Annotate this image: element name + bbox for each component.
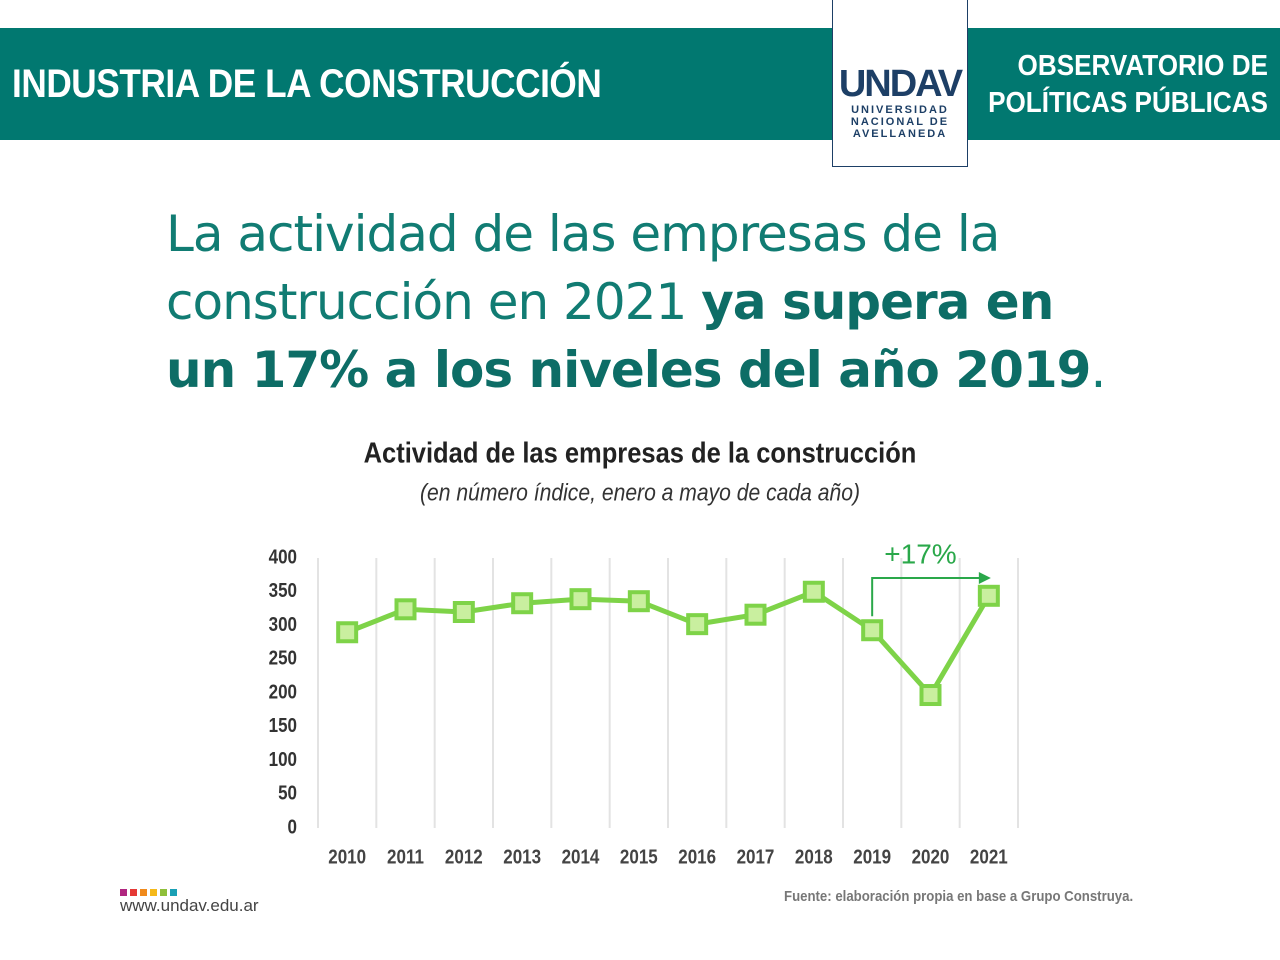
headline: La actividad de las empresas de la const… bbox=[166, 200, 1126, 404]
headline-text: La actividad de las empresas de la const… bbox=[166, 205, 1000, 331]
header-right-line: OBSERVATORIO DE bbox=[1017, 50, 1268, 82]
annotation-arrowhead bbox=[978, 572, 991, 584]
x-tick-label: 2021 bbox=[970, 845, 1008, 868]
footer-source: Fuente: elaboración propia en base a Gru… bbox=[784, 888, 1134, 905]
point-marker bbox=[511, 592, 534, 615]
header-right-line: POLÍTICAS PÚBLICAS bbox=[988, 87, 1268, 119]
point-marker bbox=[394, 598, 417, 621]
logo: UNDAV UNIVERSIDAD NACIONAL DE AVELLANEDA bbox=[832, 0, 968, 167]
point-marker bbox=[977, 584, 1000, 607]
header-title: INDUSTRIA DE LA CONSTRUCCIÓN bbox=[12, 62, 602, 106]
y-tick-label: 200 bbox=[269, 680, 297, 703]
x-tick-label: 2018 bbox=[795, 845, 833, 868]
point-marker bbox=[802, 580, 825, 603]
header-band bbox=[0, 28, 1280, 140]
point-marker bbox=[336, 621, 359, 644]
y-tick-label: 250 bbox=[269, 646, 297, 669]
y-tick-label: 150 bbox=[269, 714, 297, 737]
x-tick-label: 2012 bbox=[445, 845, 483, 868]
point-marker bbox=[861, 619, 884, 642]
color-dots bbox=[120, 883, 180, 901]
annotation: +17% bbox=[884, 538, 956, 569]
point-marker bbox=[744, 603, 767, 626]
x-tick-label: 2016 bbox=[678, 845, 716, 868]
headline-text: . bbox=[1090, 341, 1106, 399]
chart-title: Actividad de las empresas de la construc… bbox=[364, 436, 917, 469]
logo-mark: UNDAV bbox=[838, 63, 963, 105]
x-tick-label: 2020 bbox=[912, 845, 950, 868]
x-tick-label: 2011 bbox=[387, 845, 424, 868]
point-marker bbox=[686, 613, 709, 636]
point-marker bbox=[452, 601, 475, 623]
header-right: OBSERVATORIO DE POLÍTICAS PÚBLICAS bbox=[988, 48, 1268, 122]
y-tick-label: 400 bbox=[269, 545, 297, 568]
x-tick-label: 2015 bbox=[620, 845, 658, 868]
x-tick-label: 2013 bbox=[503, 845, 541, 868]
y-tick-label: 50 bbox=[278, 781, 297, 804]
annotation-arrow bbox=[871, 577, 981, 617]
y-tick-label: 350 bbox=[269, 579, 297, 602]
logo-line: AVELLANEDA bbox=[852, 128, 948, 140]
x-tick-label: 2014 bbox=[562, 845, 600, 868]
headline-bold: ya supera en un 17% a los niveles del añ… bbox=[166, 273, 1091, 399]
point-marker bbox=[919, 684, 942, 707]
x-tick-label: 2017 bbox=[737, 845, 775, 868]
logo-line: NACIONAL DE bbox=[850, 116, 950, 128]
x-tick-label: 2019 bbox=[853, 845, 891, 868]
point-marker bbox=[569, 588, 592, 611]
footer-url: www.undav.edu.ar bbox=[120, 896, 259, 915]
y-tick-label: 100 bbox=[269, 747, 297, 770]
x-tick-label: 2010 bbox=[328, 845, 366, 868]
y-tick-label: 0 bbox=[288, 815, 297, 838]
chart-subtitle: (en número índice, enero a mayo de cada … bbox=[420, 479, 860, 506]
point-marker bbox=[627, 590, 650, 613]
logo-line: UNIVERSIDAD bbox=[851, 104, 949, 116]
chart: Actividad de las empresas de la construc… bbox=[269, 436, 1019, 868]
y-tick-label: 300 bbox=[269, 612, 297, 635]
